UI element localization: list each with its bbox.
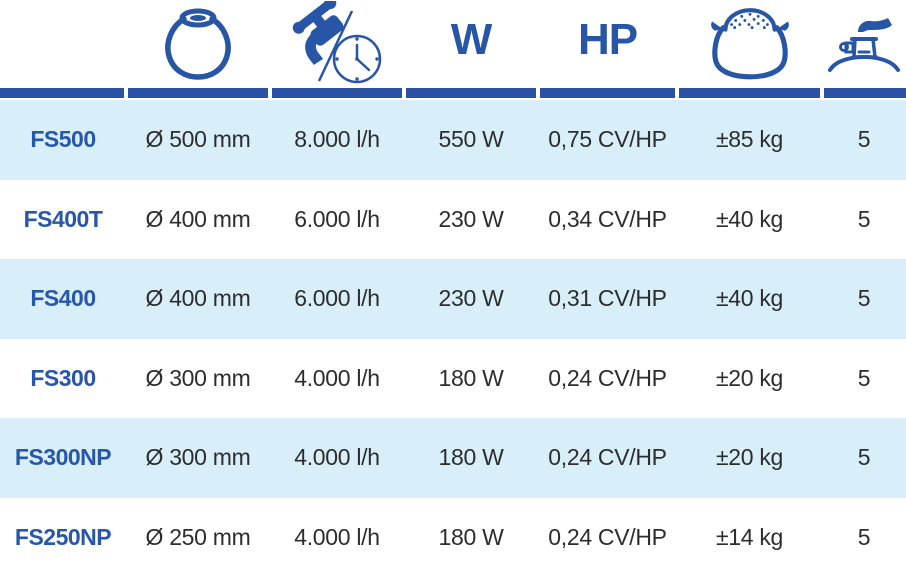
power-cell: 230 W — [438, 285, 504, 312]
bar-segment — [679, 88, 820, 98]
sand-weight-cell: ±40 kg — [715, 285, 784, 312]
sand-weight-cell: ±85 kg — [715, 126, 784, 153]
hp-cell: 0,75 CV/HP — [548, 126, 667, 153]
selector-valve-icon — [828, 10, 900, 78]
tap-clock-flow-icon — [285, 1, 389, 87]
hp-cell: 0,24 CV/HP — [548, 523, 667, 550]
flow-cell: 6.000 l/h — [294, 285, 380, 312]
header-cell-watt: W — [404, 0, 538, 88]
model-cell: FS400 — [30, 285, 96, 312]
table-row: FS400T Ø 400 mm 6.000 l/h 230 W 0,34 CV/… — [0, 180, 906, 260]
hp-cell: 0,31 CV/HP — [548, 285, 667, 312]
power-cell: 230 W — [438, 205, 504, 232]
diameter-cell: Ø 300 mm — [145, 444, 251, 471]
valve-count-cell: 5 — [857, 126, 871, 153]
valve-count-cell: 5 — [857, 523, 871, 550]
table-row: FS250NP Ø 250 mm 4.000 l/h 180 W 0,24 CV… — [0, 498, 906, 577]
power-cell: 550 W — [438, 126, 504, 153]
diameter-cell: Ø 300 mm — [145, 364, 251, 391]
diameter-cell: Ø 400 mm — [145, 285, 251, 312]
model-cell: FS300 — [30, 364, 96, 391]
table-row: FS300NP Ø 300 mm 4.000 l/h 180 W 0,24 CV… — [0, 418, 906, 498]
bar-segment — [0, 88, 124, 98]
diameter-cell: Ø 400 mm — [145, 205, 251, 232]
power-cell: 180 W — [438, 364, 504, 391]
bar-segment — [272, 88, 402, 98]
sand-weight-cell: ±20 kg — [715, 444, 784, 471]
header-cell-hp: HP — [538, 0, 677, 88]
flow-cell: 4.000 l/h — [294, 523, 380, 550]
header-cell-valve — [822, 0, 906, 88]
diameter-cell: Ø 500 mm — [145, 126, 251, 153]
bar-segment — [540, 88, 675, 98]
hp-cell: 0,24 CV/HP — [548, 444, 667, 471]
valve-count-cell: 5 — [857, 205, 871, 232]
flow-cell: 8.000 l/h — [294, 126, 380, 153]
filter-tank-icon — [159, 6, 237, 82]
sand-weight-cell: ±20 kg — [715, 364, 784, 391]
power-cell: 180 W — [438, 523, 504, 550]
model-cell: FS250NP — [14, 523, 112, 550]
header-cell-diameter — [126, 0, 270, 88]
hp-cell: 0,34 CV/HP — [548, 205, 667, 232]
model-cell: FS500 — [30, 126, 96, 153]
bar-segment — [128, 88, 268, 98]
flow-cell: 4.000 l/h — [294, 444, 380, 471]
table-row: FS500 Ø 500 mm 8.000 l/h 550 W 0,75 CV/H… — [0, 100, 906, 180]
valve-count-cell: 5 — [857, 364, 871, 391]
sand-weight-cell: ±14 kg — [715, 523, 784, 550]
table-row: FS400 Ø 400 mm 6.000 l/h 230 W 0,31 CV/H… — [0, 259, 906, 339]
header-cell-model — [0, 0, 126, 88]
flow-cell: 6.000 l/h — [294, 205, 380, 232]
valve-count-cell: 5 — [857, 285, 871, 312]
hp-header-label: HP — [577, 15, 638, 64]
hp-cell: 0,24 CV/HP — [548, 364, 667, 391]
valve-count-cell: 5 — [857, 444, 871, 471]
bar-segment — [406, 88, 536, 98]
sand-bag-icon — [707, 8, 793, 80]
diameter-cell: Ø 250 mm — [145, 523, 251, 550]
header-cell-flow — [270, 0, 404, 88]
sand-weight-cell: ±40 kg — [715, 205, 784, 232]
flow-cell: 4.000 l/h — [294, 364, 380, 391]
table-row: FS300 Ø 300 mm 4.000 l/h 180 W 0,24 CV/H… — [0, 339, 906, 419]
header-cell-sand — [677, 0, 822, 88]
model-cell: FS400T — [23, 205, 103, 232]
table-header-row: W HP — [0, 0, 906, 88]
bar-segment — [824, 88, 906, 98]
watt-header-label: W — [450, 15, 493, 64]
power-cell: 180 W — [438, 444, 504, 471]
header-separator-bar — [0, 88, 906, 100]
table-body: FS500 Ø 500 mm 8.000 l/h 550 W 0,75 CV/H… — [0, 100, 906, 577]
model-cell: FS300NP — [14, 444, 112, 471]
